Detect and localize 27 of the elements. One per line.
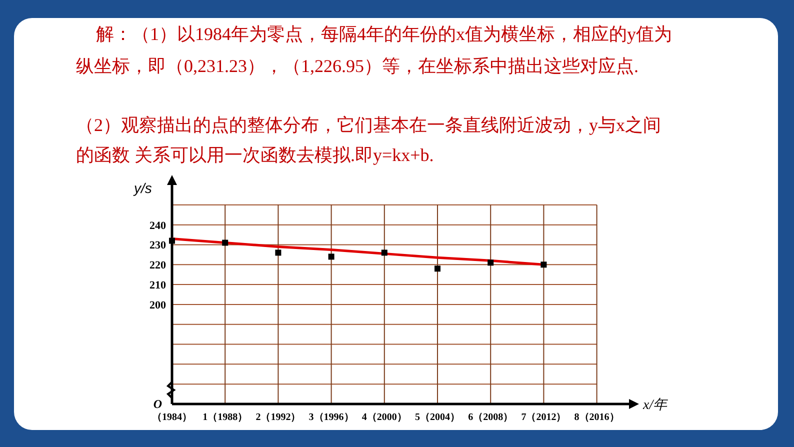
- x-tick-label: 6（2008）: [468, 412, 514, 423]
- y-tick-label: 230: [150, 240, 166, 252]
- x-axis-title: x/年: [642, 397, 668, 413]
- text: O: [153, 397, 162, 411]
- point: [434, 266, 440, 272]
- chart-title: 解：（1）以1984年为零点，每隔4年的年份的x值为横坐标，相应的y值为纵坐标，即（0,231.23），（1,226.95）等，在坐标系中描出这些对应点.: [76, 23, 673, 78]
- point: [275, 250, 282, 256]
- x-tick-label: 1（1988）: [202, 412, 248, 423]
- x-tick-label: 5（2004）: [415, 412, 460, 423]
- x-tick-label: （1984）: [152, 412, 192, 423]
- x-tick-label: 2（1992）: [256, 412, 301, 423]
- chart-subtitle: （2）观察描出的点的整体分布，它们基本在一条直线附近波动，y与x之间的函数 关系可以用一次函数去模拟.即y=kx+b.: [76, 114, 662, 167]
- y-tick-label: 240: [150, 220, 166, 232]
- x-tick-label: 4（2000）: [362, 412, 407, 423]
- y-tick-label: 210: [150, 280, 166, 292]
- x-tick-label: 7（2012）: [521, 412, 566, 423]
- y-axis-title: y/s: [133, 180, 152, 196]
- x-tick-label: 8（2016）: [574, 412, 620, 423]
- point: [169, 238, 175, 244]
- y-tick-label: 200: [150, 299, 166, 312]
- y-tick-label: 220: [150, 260, 166, 272]
- point: [222, 240, 228, 246]
- point: [328, 254, 334, 260]
- x-tick-label: 3（1996）: [308, 412, 354, 423]
- point: [381, 250, 388, 256]
- point: [488, 260, 494, 266]
- point: [540, 262, 547, 268]
